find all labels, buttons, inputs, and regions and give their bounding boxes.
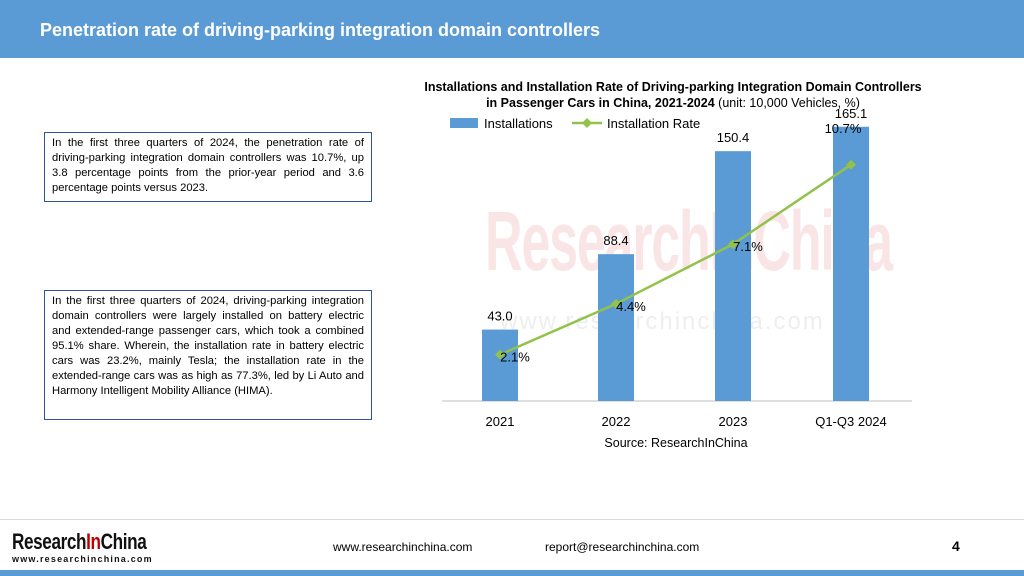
bar-label-3: 165.1 xyxy=(835,106,868,121)
bar-installations-2 xyxy=(715,151,751,401)
x-tick-label-1: 2022 xyxy=(602,414,631,429)
chart-legend: Installations Installation Rate xyxy=(450,116,700,131)
legend-installations-label: Installations xyxy=(484,116,553,131)
rate-label-3: 10.7% xyxy=(825,121,862,136)
detail-text-box: In the first three quarters of 2024, dri… xyxy=(44,290,372,420)
legend-rate-label: Installation Rate xyxy=(607,116,700,131)
x-tick-label-3: Q1-Q3 2024 xyxy=(815,414,887,429)
bar-label-0: 43.0 xyxy=(487,309,512,324)
x-tick-label-0: 2021 xyxy=(486,414,515,429)
bar-label-1: 88.4 xyxy=(603,233,628,248)
chart-title-text: Installations and Installation Rate of D… xyxy=(424,80,922,110)
summary-text-box: In the first three quarters of 2024, the… xyxy=(44,132,372,202)
chart-source: Source: ResearchInChina xyxy=(604,436,747,450)
footer-email: report@researchinchina.com xyxy=(545,540,700,554)
logo-in: In xyxy=(86,529,101,554)
bar-label-2: 150.4 xyxy=(717,130,750,145)
bar-installations-0 xyxy=(482,329,518,401)
company-logo: ResearchInChina www.researchinchina.com xyxy=(12,529,184,565)
rate-label-2: 7.1% xyxy=(733,239,763,254)
logo-china: China xyxy=(100,529,147,554)
footer-divider xyxy=(0,519,1024,520)
rate-point-3 xyxy=(846,159,856,170)
rate-point-2 xyxy=(728,239,738,250)
x-tick-label-2: 2023 xyxy=(719,414,748,429)
chart-title: Installations and Installation Rate of D… xyxy=(418,79,928,111)
footer-website: www.researchinchina.com xyxy=(333,540,473,554)
legend-rate-marker xyxy=(582,118,592,128)
footer-bar xyxy=(0,570,1024,576)
page-title: Penetration rate of driving-parking inte… xyxy=(40,20,601,40)
rate-point-0 xyxy=(495,349,505,360)
rate-point-1 xyxy=(611,298,621,309)
rate-label-0: 2.1% xyxy=(500,350,530,365)
chart-title-unit: (unit: 10,000 Vehicles, %) xyxy=(718,96,860,110)
bar-installations-1 xyxy=(598,254,634,401)
logo-research: Research xyxy=(12,529,87,554)
header-bar: Penetration rate of driving-parking inte… xyxy=(0,0,1024,58)
legend-installations-swatch xyxy=(450,118,478,128)
rate-label-1: 4.4% xyxy=(616,299,646,314)
rate-line xyxy=(499,163,852,356)
page-number: 4 xyxy=(952,538,960,554)
logo-url: www.researchinchina.com xyxy=(12,554,153,564)
